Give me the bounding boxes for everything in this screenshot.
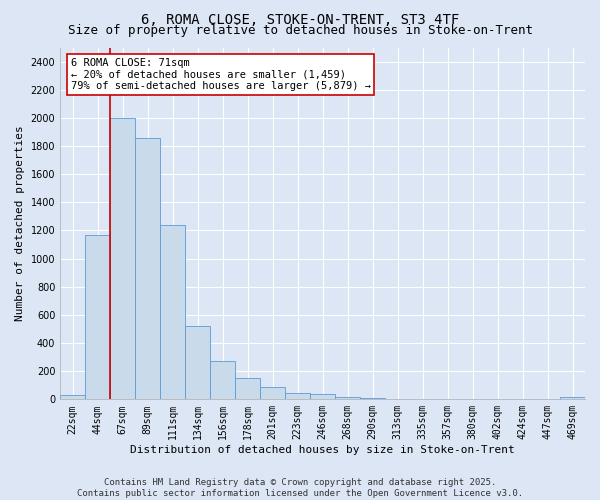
Bar	[260, 386, 285, 400]
Text: Contains HM Land Registry data © Crown copyright and database right 2025.
Contai: Contains HM Land Registry data © Crown c…	[77, 478, 523, 498]
Bar	[110, 118, 135, 400]
Bar	[285, 393, 310, 400]
Bar	[60, 395, 85, 400]
Bar	[335, 397, 360, 400]
Y-axis label: Number of detached properties: Number of detached properties	[15, 126, 25, 322]
Bar	[210, 360, 235, 400]
X-axis label: Distribution of detached houses by size in Stoke-on-Trent: Distribution of detached houses by size …	[130, 445, 515, 455]
Bar	[235, 378, 260, 400]
Bar	[185, 326, 210, 400]
Text: 6 ROMA CLOSE: 71sqm
← 20% of detached houses are smaller (1,459)
79% of semi-det: 6 ROMA CLOSE: 71sqm ← 20% of detached ho…	[71, 58, 371, 92]
Bar	[310, 394, 335, 400]
Bar	[160, 225, 185, 400]
Bar	[385, 398, 410, 400]
Bar	[85, 234, 110, 400]
Bar	[135, 138, 160, 400]
Text: 6, ROMA CLOSE, STOKE-ON-TRENT, ST3 4TF: 6, ROMA CLOSE, STOKE-ON-TRENT, ST3 4TF	[141, 12, 459, 26]
Bar	[360, 398, 385, 400]
Text: Size of property relative to detached houses in Stoke-on-Trent: Size of property relative to detached ho…	[67, 24, 533, 37]
Bar	[560, 397, 585, 400]
